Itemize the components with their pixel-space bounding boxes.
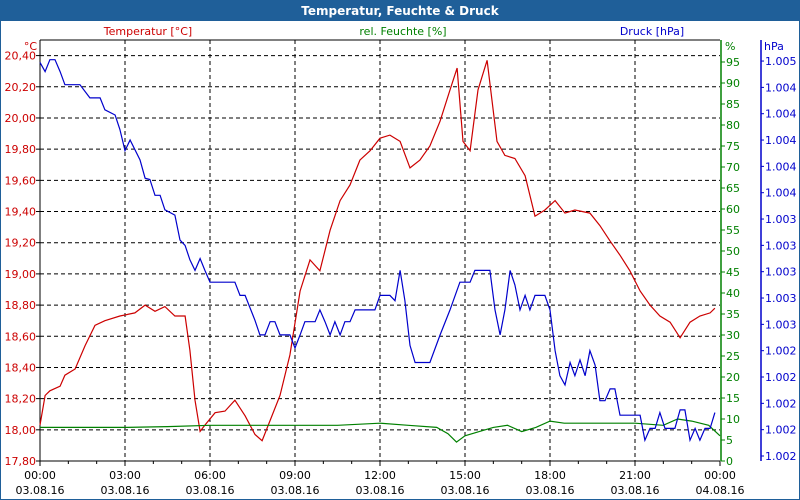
humidity-tick-label: 60: [726, 203, 740, 216]
humidity-tick-label: 25: [726, 350, 740, 363]
x-tick-date: 03.08.16: [441, 484, 490, 497]
x-tick-time: 21:00: [619, 469, 651, 482]
humidity-axis-title: rel. Feuchte [%]: [359, 25, 446, 38]
x-tick-time: 09:00: [279, 469, 311, 482]
pressure-unit: hPa: [764, 40, 784, 53]
temperature-tick-label: 18,60: [5, 330, 37, 343]
humidity-tick-label: 90: [726, 77, 740, 90]
x-tick-time: 00:00: [704, 469, 736, 482]
x-tick-time: 18:00: [534, 469, 566, 482]
window-title: Temperatur, Feuchte & Druck: [1, 1, 799, 21]
x-tick-date: 03.08.16: [356, 484, 405, 497]
temperature-tick-label: 19,20: [5, 237, 37, 250]
humidity-tick-label: 15: [726, 392, 740, 405]
pressure-tick-label: 1.003: [765, 213, 797, 226]
humidity-tick-label: 75: [726, 140, 740, 153]
pressure-tick-label: 1.004: [765, 160, 797, 173]
pressure-line: [39, 59, 716, 443]
humidity-tick-label: 45: [726, 266, 740, 279]
humidity-tick-label: 10: [726, 413, 740, 426]
x-tick-date: 03.08.16: [16, 484, 65, 497]
pressure-tick-label: 1.004: [765, 134, 797, 147]
humidity-tick-label: 40: [726, 287, 740, 300]
x-tick-time: 00:00: [24, 469, 56, 482]
humidity-tick-label: 0: [726, 455, 733, 468]
x-tick-date: 03.08.16: [186, 484, 235, 497]
x-tick-date: 03.08.16: [271, 484, 320, 497]
temperature-tick-label: 20,00: [5, 112, 37, 125]
humidity-tick-label: 95: [726, 56, 740, 69]
humidity-tick-label: 80: [726, 119, 740, 132]
pressure-tick-label: 1.004: [765, 187, 797, 200]
humidity-tick-label: 65: [726, 182, 740, 195]
pressure-tick-label: 1.005: [765, 55, 797, 68]
x-tick-date: 04.08.16: [696, 484, 745, 497]
humidity-tick-label: 70: [726, 161, 740, 174]
temperature-tick-label: 18,20: [5, 393, 37, 406]
pressure-tick-label: 1.003: [765, 318, 797, 331]
pressure-axis-title: Druck [hPa]: [620, 25, 684, 38]
temperature-tick-label: 18,40: [5, 361, 37, 374]
humidity-tick-label: 35: [726, 308, 740, 321]
x-tick-time: 06:00: [194, 469, 226, 482]
temperature-tick-label: 18,00: [5, 424, 37, 437]
humidity-tick-label: 5: [726, 434, 733, 447]
humidity-unit: %: [725, 40, 735, 53]
humidity-tick-label: 85: [726, 98, 740, 111]
pressure-tick-label: 1.002: [765, 371, 797, 384]
x-tick-time: 03:00: [109, 469, 141, 482]
pressure-tick-label: 1.004: [765, 81, 797, 94]
pressure-tick-label: 1.003: [765, 266, 797, 279]
x-tick-date: 03.08.16: [101, 484, 150, 497]
humidity-tick-label: 30: [726, 329, 740, 342]
pressure-tick-label: 1.003: [765, 239, 797, 252]
humidity-line: [40, 418, 721, 443]
humidity-tick-label: 20: [726, 371, 740, 384]
temperature-tick-label: 20,20: [5, 81, 37, 94]
pressure-tick-label: 1.002: [765, 345, 797, 358]
temperature-tick-label: 19,60: [5, 174, 37, 187]
temperature-tick-label: 19,80: [5, 143, 37, 156]
humidity-tick-label: 50: [726, 245, 740, 258]
temperature-tick-label: 18,80: [5, 299, 37, 312]
x-tick-time: 15:00: [449, 469, 481, 482]
x-tick-time: 12:00: [364, 469, 396, 482]
humidity-tick-label: 55: [726, 224, 740, 237]
temperature-tick-label: 20,40: [5, 50, 37, 63]
x-tick-date: 03.08.16: [611, 484, 660, 497]
pressure-tick-label: 1.004: [765, 108, 797, 121]
pressure-tick-label: 1.002: [765, 424, 797, 437]
x-tick-date: 03.08.16: [526, 484, 575, 497]
temperature-line: [39, 60, 716, 442]
temperature-tick-label: 17,80: [5, 455, 37, 468]
temperature-tick-label: 19,40: [5, 206, 37, 219]
temperature-unit: °C: [24, 40, 38, 53]
pressure-tick-label: 1.002: [765, 450, 797, 463]
pressure-tick-label: 1.003: [765, 292, 797, 305]
pressure-tick-label: 1.002: [765, 397, 797, 410]
temperature-tick-label: 19,00: [5, 268, 37, 281]
temperature-axis-title: Temperatur [°C]: [103, 25, 192, 38]
